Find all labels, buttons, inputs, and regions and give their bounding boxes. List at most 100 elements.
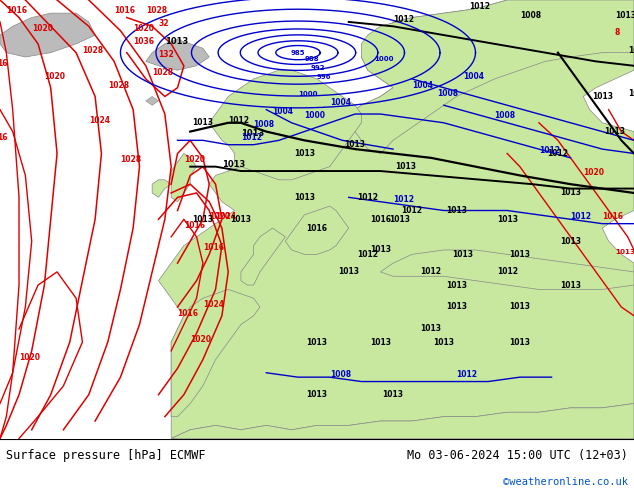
Text: 1028: 1028: [152, 68, 173, 76]
Text: 1008: 1008: [520, 11, 541, 20]
Text: 1020: 1020: [133, 24, 154, 33]
Text: 1013: 1013: [509, 250, 531, 259]
Text: ©weatheronline.co.uk: ©weatheronline.co.uk: [503, 477, 628, 487]
Text: 16: 16: [0, 133, 8, 142]
Text: 1012: 1012: [539, 147, 560, 155]
Text: 1013: 1013: [165, 37, 188, 46]
Text: 1012: 1012: [241, 133, 262, 142]
Polygon shape: [158, 0, 634, 439]
Text: 1013: 1013: [509, 338, 531, 346]
Text: 1008: 1008: [254, 120, 275, 129]
Text: 1012: 1012: [393, 195, 414, 204]
Text: 32: 32: [158, 19, 169, 28]
Text: 8: 8: [615, 28, 620, 37]
Text: 1012: 1012: [456, 370, 477, 379]
Text: 1012: 1012: [357, 250, 378, 259]
Text: 1020: 1020: [19, 353, 40, 362]
Text: 1008: 1008: [437, 90, 458, 98]
Text: 1020: 1020: [184, 155, 205, 164]
Text: 1028: 1028: [82, 46, 103, 54]
Text: 1020: 1020: [32, 24, 53, 33]
Text: 1013: 1013: [230, 215, 252, 224]
Text: 988: 988: [304, 56, 319, 62]
Text: 1013: 1013: [615, 11, 634, 20]
Text: 1013: 1013: [306, 390, 328, 399]
Text: 1013: 1013: [370, 338, 391, 346]
Polygon shape: [171, 290, 260, 416]
Text: 1012: 1012: [496, 268, 518, 276]
Text: 1016: 1016: [602, 212, 623, 221]
Text: Surface pressure [hPa] ECMWF: Surface pressure [hPa] ECMWF: [6, 448, 206, 462]
Text: 1024: 1024: [89, 116, 110, 125]
Text: 1013: 1013: [446, 302, 467, 312]
Text: 1013: 1013: [446, 206, 467, 215]
Text: 1012: 1012: [420, 268, 442, 276]
Text: 1016: 1016: [6, 6, 27, 15]
Polygon shape: [241, 228, 285, 285]
Polygon shape: [146, 40, 209, 70]
Text: 1020: 1020: [209, 212, 230, 221]
Text: 1013: 1013: [560, 281, 581, 290]
Text: 1016: 1016: [306, 223, 328, 233]
Text: 16: 16: [0, 59, 8, 68]
Text: 1013: 1013: [604, 127, 626, 136]
Text: 1016: 1016: [203, 243, 224, 252]
Text: 1012: 1012: [547, 149, 569, 158]
Text: 1012: 1012: [393, 15, 414, 24]
Polygon shape: [349, 0, 634, 153]
Text: 1013: 1013: [344, 140, 366, 149]
Text: 1013: 1013: [370, 245, 391, 254]
Text: 1000: 1000: [298, 92, 318, 98]
Text: 1004: 1004: [412, 81, 433, 90]
Polygon shape: [171, 153, 197, 202]
Text: 1028: 1028: [120, 155, 141, 164]
Text: 1004: 1004: [273, 107, 294, 116]
Text: 1013: 1013: [241, 129, 264, 138]
Text: 1000: 1000: [374, 56, 394, 62]
Text: 1012: 1012: [401, 206, 423, 215]
Text: 1013: 1013: [615, 249, 634, 255]
Text: 985: 985: [291, 49, 305, 56]
Text: 1020: 1020: [583, 169, 604, 177]
Text: 1013: 1013: [382, 390, 404, 399]
Text: 1016: 1016: [114, 6, 135, 15]
Text: 1008: 1008: [495, 111, 515, 121]
Polygon shape: [209, 70, 361, 180]
Text: 1013: 1013: [395, 162, 417, 171]
Text: 1013: 1013: [560, 237, 581, 245]
Text: 1013: 1013: [628, 46, 634, 54]
Text: 1013: 1013: [420, 324, 442, 333]
Text: 1028: 1028: [108, 81, 129, 90]
Text: 1020: 1020: [190, 335, 211, 344]
Text: 1008: 1008: [330, 370, 351, 379]
Text: Mo 03-06-2024 15:00 UTC (12+03): Mo 03-06-2024 15:00 UTC (12+03): [407, 448, 628, 462]
Text: 1013: 1013: [592, 92, 613, 101]
Text: 1016: 1016: [178, 309, 198, 318]
Text: 1013: 1013: [192, 118, 214, 127]
Text: 1024: 1024: [216, 212, 236, 221]
Text: 1013: 1013: [628, 90, 634, 98]
Text: 1028: 1028: [146, 6, 167, 15]
Text: 992: 992: [311, 65, 325, 71]
Text: 1013: 1013: [222, 160, 245, 169]
Text: 1000: 1000: [304, 111, 325, 121]
Text: 1024: 1024: [203, 300, 224, 309]
Text: 1004: 1004: [463, 72, 484, 81]
Text: 1016: 1016: [370, 215, 391, 224]
Polygon shape: [152, 180, 171, 197]
Text: 996: 996: [317, 74, 332, 80]
Text: 1013: 1013: [452, 250, 474, 259]
Text: 1013: 1013: [496, 215, 518, 224]
Text: 1013: 1013: [433, 338, 455, 346]
Text: 1012: 1012: [571, 212, 592, 221]
Text: 1036: 1036: [133, 37, 154, 46]
Text: 1012: 1012: [469, 2, 490, 11]
Text: 1013: 1013: [389, 215, 410, 224]
Text: 1004: 1004: [330, 98, 351, 107]
Text: 1020: 1020: [44, 72, 65, 81]
Polygon shape: [171, 403, 634, 439]
Text: 1012: 1012: [357, 193, 378, 202]
Text: 1013: 1013: [446, 281, 467, 290]
Text: 1013: 1013: [509, 302, 531, 312]
Text: 1013: 1013: [294, 193, 315, 202]
